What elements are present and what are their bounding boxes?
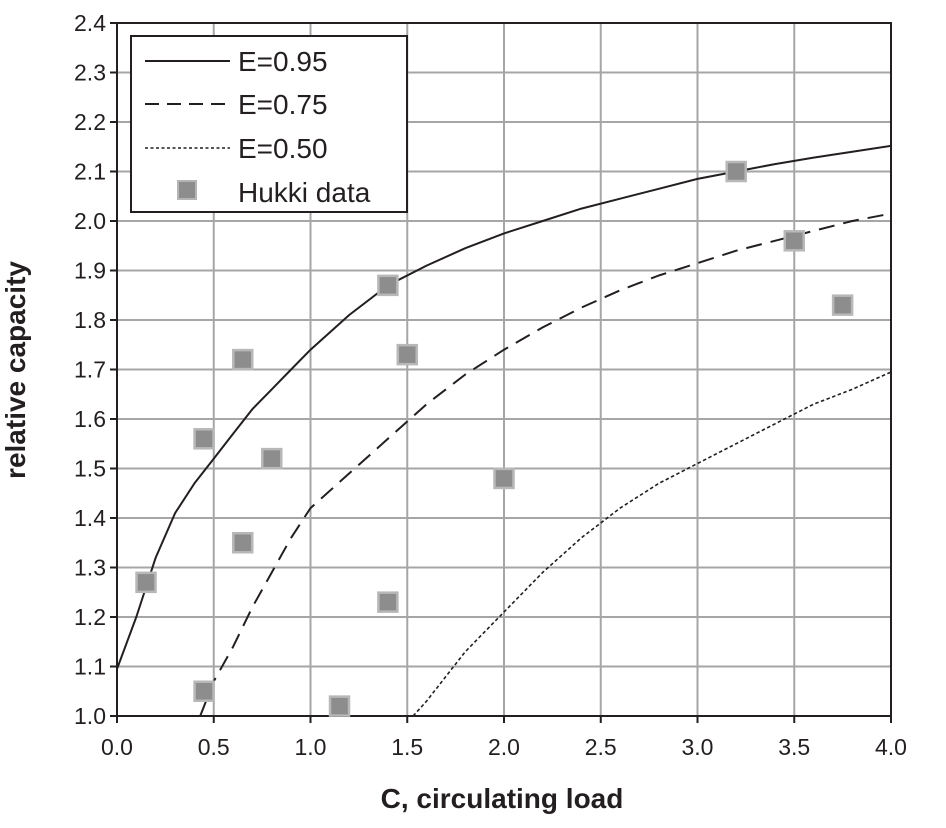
y-tick-label: 2.3 [74, 60, 106, 86]
x-tick-label: 1.5 [391, 734, 423, 760]
y-tick-label: 1.3 [74, 555, 106, 581]
hukki-data-point [261, 447, 283, 470]
legend-swatch-hukki [177, 180, 197, 200]
grid-lines [116, 22, 892, 717]
y-tick-label: 1.7 [74, 357, 106, 383]
y-tick-label: 2.2 [74, 109, 106, 135]
y-tick-label: 2.0 [74, 208, 106, 234]
x-tick-label: 1.0 [295, 734, 327, 760]
hukki-data-point [232, 348, 254, 371]
y-axis-title: relative capacity [0, 261, 31, 479]
x-tick-label: 3.5 [778, 734, 810, 760]
y-tick-label: 2.1 [74, 159, 106, 185]
legend-label-e095: E=0.95 [238, 46, 328, 77]
y-tick-label: 1.6 [74, 406, 106, 432]
hukki-data-point [135, 571, 157, 594]
y-tick-label: 1.4 [74, 505, 106, 531]
hukki-data-point [493, 467, 515, 490]
hukki-data-point [193, 428, 215, 450]
x-tick-label: 3.0 [682, 734, 714, 760]
hukki-data-point [377, 591, 399, 613]
x-tick-label: 0.5 [198, 734, 230, 760]
x-tick-label: 4.0 [875, 734, 907, 760]
hukki-data-points [135, 160, 854, 717]
hukki-data-point [377, 274, 399, 297]
series-line-e050 [412, 371, 892, 717]
y-tick-label: 2.4 [74, 10, 106, 36]
y-tick-label: 1.0 [74, 703, 106, 729]
y-tick-label: 1.1 [74, 654, 106, 680]
hukki-data-point [783, 230, 805, 252]
x-axis-tick-labels: 0.0 0.5 1.0 1.5 2.0 2.5 3.0 3.5 4.0 [101, 734, 907, 760]
hukki-data-point [328, 695, 351, 717]
hukki-data-point [725, 160, 747, 183]
y-tick-label: 1.8 [74, 307, 106, 333]
x-tick-label: 2.0 [488, 734, 520, 760]
y-tick-label: 1.9 [74, 258, 106, 284]
y-tick-label: 1.2 [74, 604, 106, 630]
hukki-data-point [396, 343, 418, 366]
y-tick-label: 1.5 [74, 456, 106, 482]
x-tick-label: 0.0 [101, 734, 133, 760]
y-axis-tick-labels: 1.0 1.1 1.2 1.3 1.4 1.5 1.6 1.7 1.8 1.9 2.0 2.1 2.2 2… [74, 10, 106, 729]
legend-label-hukki: Hukki data [238, 177, 371, 208]
hukki-data-point [232, 532, 254, 554]
legend: E=0.95 E=0.75 E=0.50 Hukki data [130, 35, 408, 213]
x-axis-title: C, circulating load [381, 783, 624, 814]
hukki-data-point [831, 294, 854, 316]
hukki-data-point [193, 680, 215, 702]
axis-ticks [110, 22, 892, 723]
legend-label-e050: E=0.50 [238, 133, 328, 164]
series-line-e075 [199, 212, 892, 717]
x-tick-label: 2.5 [585, 734, 617, 760]
legend-label-e075: E=0.75 [238, 89, 328, 120]
